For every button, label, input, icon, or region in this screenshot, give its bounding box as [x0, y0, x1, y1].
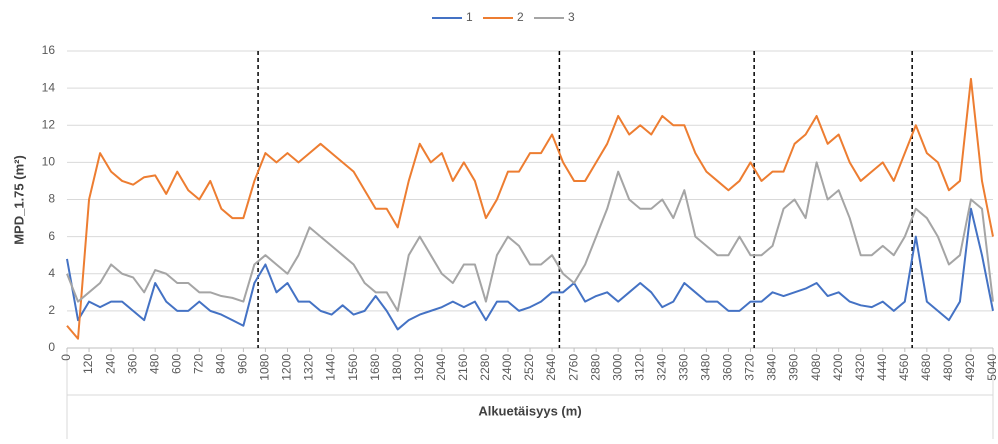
x-tick-label: 4200 — [831, 354, 845, 381]
x-tick-label: 2280 — [478, 354, 492, 381]
x-tick-label: 3840 — [765, 354, 779, 381]
x-tick-label: 720 — [191, 354, 205, 374]
x-tick-label: 2400 — [500, 354, 514, 381]
series-line — [66, 207, 994, 331]
y-tick-label: 4 — [48, 266, 55, 280]
x-tick-label: 3600 — [721, 354, 735, 381]
x-tick-label: 4680 — [919, 354, 933, 381]
x-tick-label: 1680 — [368, 354, 382, 381]
x-tick-label: 1920 — [412, 354, 426, 381]
x-tick-label: 3120 — [632, 354, 646, 381]
y-tick-label: 10 — [42, 155, 56, 169]
x-tick-label: 480 — [147, 354, 161, 374]
y-axis-title: MPD_1.75 (m²) — [11, 155, 26, 245]
x-tick-label: 1080 — [258, 354, 272, 381]
x-tick-label: 4800 — [941, 354, 955, 381]
y-tick-label: 2 — [48, 303, 55, 317]
x-tick-label: 3240 — [654, 354, 668, 381]
x-tick-label: 4080 — [809, 354, 823, 381]
x-tick-label: 960 — [236, 354, 250, 374]
x-tick-label: 240 — [103, 354, 117, 374]
x-tick-label: 840 — [214, 354, 228, 374]
y-tick-label: 8 — [48, 192, 55, 206]
x-tick-label: 1440 — [324, 354, 338, 381]
y-tick-label: 12 — [42, 117, 56, 131]
x-tick-label: 4920 — [963, 354, 977, 381]
series-line — [66, 161, 994, 312]
x-tick-label: 600 — [169, 354, 183, 374]
x-tick-label: 3960 — [787, 354, 801, 381]
x-tick-label: 1560 — [346, 354, 360, 381]
x-tick-label: 2160 — [456, 354, 470, 381]
x-tick-label: 360 — [125, 354, 139, 374]
x-tick-label: 2520 — [522, 354, 536, 381]
legend-label: 1 — [466, 10, 473, 24]
y-tick-label: 6 — [48, 229, 55, 243]
series-line — [66, 77, 994, 340]
x-tick-label: 2040 — [434, 354, 448, 381]
x-tick-label: 3000 — [610, 354, 624, 381]
x-tick-label: 0 — [59, 354, 73, 361]
x-tick-label: 4560 — [897, 354, 911, 381]
y-tick-label: 16 — [42, 43, 56, 57]
y-tick-label: 14 — [42, 80, 56, 94]
x-tick-label: 4440 — [875, 354, 889, 381]
x-tick-label: 1200 — [280, 354, 294, 381]
legend-label: 3 — [568, 10, 575, 24]
x-tick-label: 2640 — [544, 354, 558, 381]
x-tick-label: 1320 — [302, 354, 316, 381]
x-tick-label: 3480 — [699, 354, 713, 381]
x-tick-label: 5040 — [985, 354, 998, 381]
x-tick-label: 4320 — [853, 354, 867, 381]
x-tick-label: 2760 — [566, 354, 580, 381]
x-tick-label: 2880 — [588, 354, 602, 381]
x-axis-title: Alkuetäisyys (m) — [478, 403, 581, 418]
y-tick-label: 0 — [48, 340, 55, 354]
legend-label: 2 — [517, 10, 524, 24]
x-tick-label: 3360 — [677, 354, 691, 381]
x-tick-label: 120 — [81, 354, 95, 374]
x-tick-label: 3720 — [743, 354, 757, 381]
x-tick-label: 1800 — [390, 354, 404, 381]
